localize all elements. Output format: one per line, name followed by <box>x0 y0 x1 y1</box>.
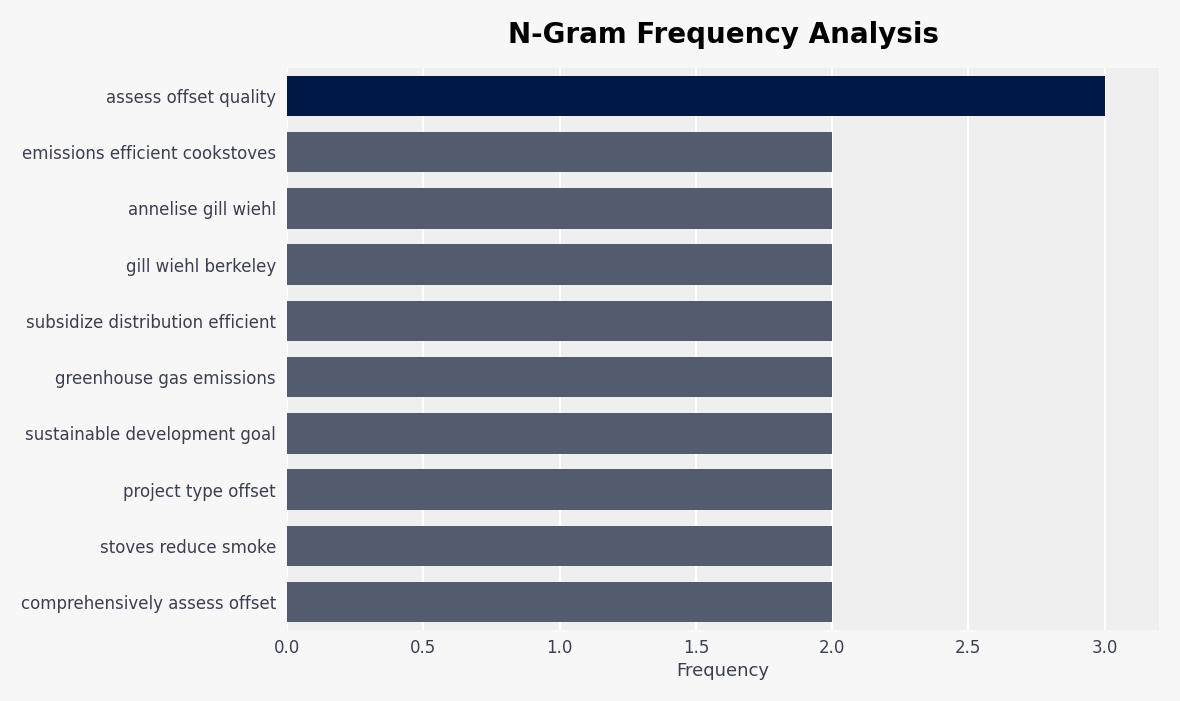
X-axis label: Frequency: Frequency <box>676 662 769 680</box>
Title: N-Gram Frequency Analysis: N-Gram Frequency Analysis <box>507 21 938 49</box>
Bar <box>287 526 832 566</box>
Bar <box>287 582 832 622</box>
Bar <box>287 470 832 510</box>
Bar <box>287 132 832 172</box>
Bar <box>287 357 832 397</box>
Bar <box>287 76 1104 116</box>
Bar <box>287 245 832 285</box>
Bar <box>287 413 832 454</box>
Bar <box>287 188 832 229</box>
Bar <box>287 301 832 341</box>
